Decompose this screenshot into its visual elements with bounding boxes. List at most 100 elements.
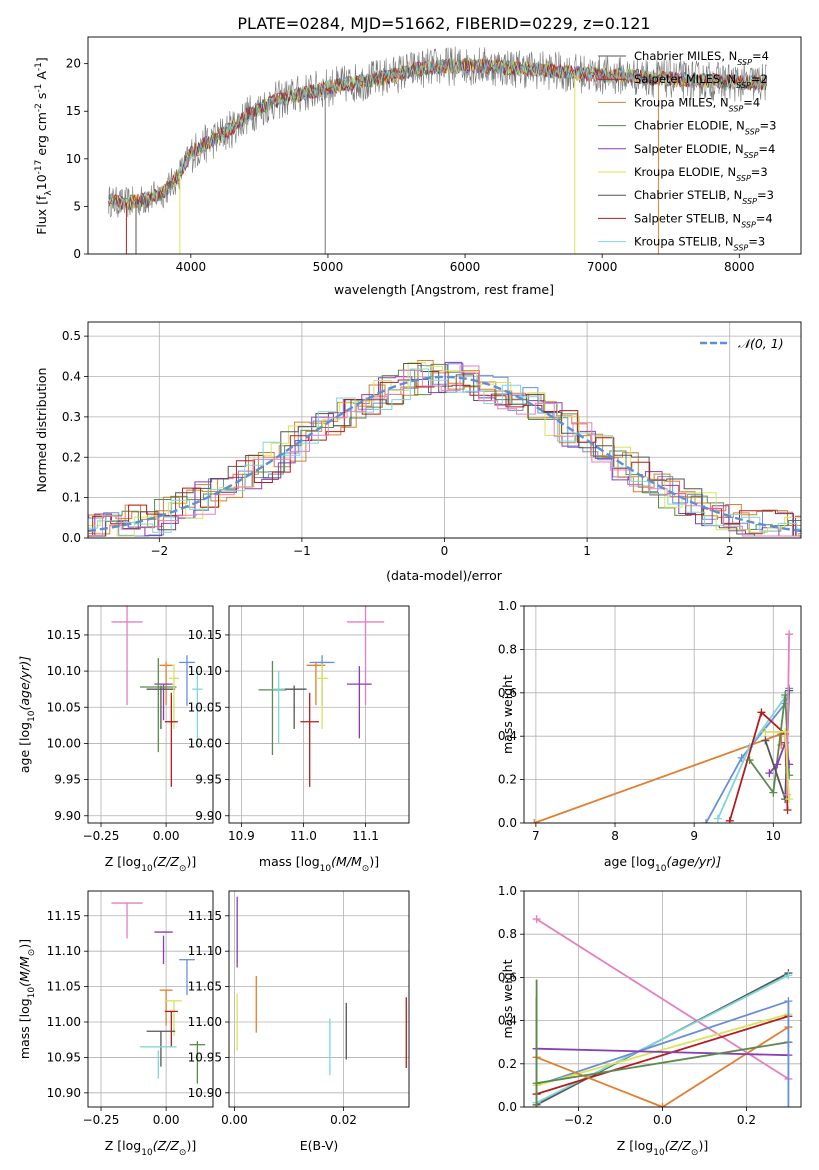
- x-tick-label: −1: [293, 544, 311, 558]
- x-tick-label: 8: [611, 829, 619, 843]
- label-part: age [log: [604, 854, 655, 869]
- legend-sub: SSP: [736, 81, 751, 90]
- y-tick-label: 0.3: [62, 410, 81, 424]
- y-tick-label: 10.05: [47, 700, 81, 714]
- label-part: )]: [186, 1138, 196, 1153]
- legend-entry: Kroupa STELIB, NSSP=3: [634, 235, 765, 253]
- weight-marker: [530, 819, 539, 823]
- y-tick-label: 0.0: [498, 816, 517, 830]
- legend-sub: SSP: [741, 220, 756, 229]
- legend-name: Salpeter ELODIE, N: [634, 142, 744, 156]
- legend-sub: SSP: [744, 150, 759, 159]
- x-tick-label: 7000: [587, 260, 618, 274]
- plot-area: [108, 46, 768, 254]
- weight-line: [536, 1047, 789, 1057]
- model-spectrum-line: [108, 58, 768, 210]
- residual-histogram: [88, 379, 801, 537]
- x-axis-label: Z [log10(Z/Z⊙)]: [617, 1138, 708, 1158]
- y-tick-label: 0.1: [62, 491, 81, 505]
- x-tick-label: 7: [532, 829, 540, 843]
- y-tick-label: 9.95: [195, 773, 222, 787]
- label-part: 10: [141, 864, 153, 874]
- weight-marker: [781, 727, 790, 736]
- y-tick-label: 11.05: [47, 980, 81, 994]
- spectrum-panel: 4000 5000 6000 7000 8000 0 5 10 15 20 wavelength […: [34, 36, 802, 297]
- normal-curve: [88, 375, 801, 533]
- weight-marker: [658, 1103, 667, 1107]
- y-axis-label: mass weight: [500, 959, 515, 1038]
- legend-entry: Kroupa ELODIE, NSSP=3: [634, 165, 768, 183]
- label-part: 10: [27, 987, 37, 999]
- x-tick-label: 8000: [724, 260, 755, 274]
- label-part: (M/M: [17, 956, 32, 987]
- axes-frame: [228, 890, 410, 1108]
- legend-entry: Chabrier MILES, NSSP=4: [634, 49, 769, 67]
- y-tick-label: 9.95: [54, 773, 81, 787]
- x-axis-label: Z [log10(Z/Z⊙)]: [105, 854, 196, 874]
- legend-entry: Kroupa MILES, NSSP=4: [634, 95, 760, 113]
- legend-entry: Salpeter STELIB, NSSP=4: [634, 211, 773, 229]
- plot-area: [88, 360, 801, 537]
- x-axis-label: E(B-V): [300, 1138, 339, 1153]
- label-part: ⊙: [179, 864, 187, 874]
- legend-n: =4: [752, 49, 769, 63]
- axes-frame: [228, 605, 410, 824]
- model-spectrum-line: [108, 58, 768, 210]
- legend-n: =3: [757, 188, 774, 202]
- y-tick-label: 5: [73, 199, 81, 213]
- y-axis-label: mass weight: [500, 675, 515, 754]
- legend-sub: SSP: [729, 104, 744, 113]
- label-part: λ: [44, 190, 54, 196]
- label-part: )]: [369, 854, 379, 869]
- x-tick-label: 0.2: [737, 1113, 756, 1127]
- y-tick-label: 10.10: [188, 664, 222, 678]
- weight-line: [533, 732, 783, 823]
- x-tick-label: 11.0: [290, 829, 317, 843]
- y-tick-label: 0.0: [498, 1100, 517, 1114]
- label-part: 10: [653, 1148, 665, 1158]
- weight-marker: [785, 795, 794, 804]
- y-axis-label: Normed distribution: [34, 368, 49, 493]
- weight-line: [536, 1041, 789, 1085]
- x-tick-label: 10: [766, 829, 781, 843]
- x-tick-label: −2: [150, 544, 168, 558]
- y-tick-label: 10.95: [188, 1050, 222, 1064]
- legend-name: Chabrier ELODIE, N: [634, 119, 745, 133]
- y-tick-label: 0.4: [62, 370, 81, 384]
- weight-marker: [769, 788, 778, 797]
- y-tick-label: 11.05: [188, 980, 222, 994]
- x-tick-label: 11.1: [352, 829, 379, 843]
- label-part: ⊙: [362, 864, 370, 874]
- axes-frame: [87, 890, 214, 1108]
- y-tick-label: 0.8: [498, 642, 517, 656]
- weight-marker: [765, 769, 774, 778]
- label-part: 10: [655, 864, 667, 874]
- label-part: Z [log: [105, 1138, 141, 1153]
- legend-name: Chabrier MILES, N: [634, 49, 737, 63]
- label-part: Z [log: [105, 854, 141, 869]
- x-tick-label: 4000: [176, 260, 207, 274]
- weight-line: [728, 710, 789, 822]
- y-tick-label: 0.6: [498, 686, 517, 700]
- mass-vs-metallicity-panel: −0.25 0.00 10.90 10.95 11.00 11.05 11.10 11.15 Z…: [17, 890, 214, 1158]
- legend-sub: SSP: [734, 243, 749, 252]
- y-tick-label: 11.00: [188, 1015, 222, 1029]
- x-tick-label: 9: [690, 829, 698, 843]
- y-tick-label: 10.05: [188, 700, 222, 714]
- x-axis-label: age [log10(age/yr)]: [604, 854, 721, 874]
- x-tick-label: 1: [583, 544, 591, 558]
- label-part: mass [log: [259, 854, 320, 869]
- y-tick-label: 1.0: [498, 599, 517, 613]
- residual-histogram: [88, 365, 801, 537]
- legend-n: =2: [751, 72, 768, 86]
- label-part: (M/M: [331, 854, 362, 869]
- age-vs-metallicity-panel: −0.25 0.00 9.90 9.95 10.00 10.05 10.10 10.15 Z […: [17, 605, 214, 874]
- label-part: (Z/Z: [153, 1138, 180, 1153]
- label-part: ⊙: [691, 1148, 699, 1158]
- y-tick-label: 10.90: [188, 1086, 222, 1100]
- y-tick-label: 1.0: [498, 884, 517, 898]
- y-axis-label: Flux [fλ10-17 erg cm-2 s-1 A-1]: [34, 57, 54, 235]
- residual-histogram: [88, 368, 801, 533]
- x-tick-label: −0.25: [83, 1113, 120, 1127]
